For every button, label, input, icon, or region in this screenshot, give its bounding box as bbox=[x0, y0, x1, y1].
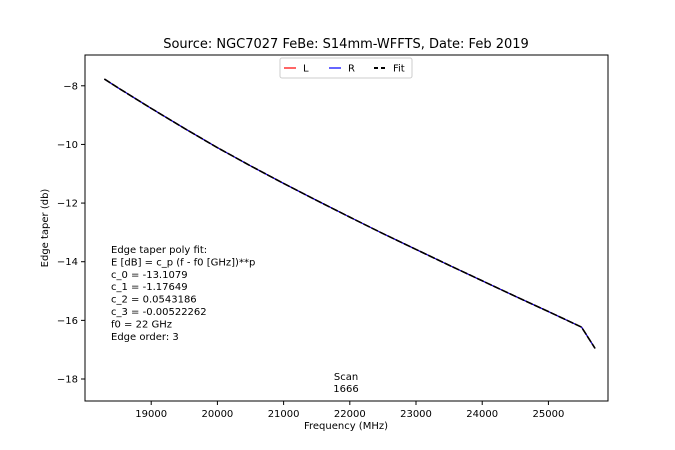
fit-annotation-line: Edge taper poly fit: bbox=[111, 245, 207, 256]
chart-title: Source: NGC7027 FeBe: S14mm-WFFTS, Date:… bbox=[163, 37, 529, 52]
scan-annotation-line: Scan bbox=[334, 372, 358, 383]
x-tick-label: 22000 bbox=[334, 409, 366, 420]
x-tick-label: 21000 bbox=[268, 409, 300, 420]
fit-annotation-line: c_3 = -0.00522262 bbox=[111, 307, 207, 318]
y-tick-label: −14 bbox=[57, 257, 78, 268]
x-tick-label: 24000 bbox=[466, 409, 498, 420]
x-tick-label: 25000 bbox=[533, 409, 565, 420]
y-tick-label: −16 bbox=[57, 316, 78, 327]
fit-annotation-line: c_1 = -1.17649 bbox=[111, 282, 188, 293]
y-tick-label: −8 bbox=[63, 81, 78, 92]
plot-frame bbox=[84, 54, 609, 402]
fit-annotation-line: f0 = 22 GHz bbox=[111, 319, 172, 330]
legend-box bbox=[279, 57, 413, 79]
fit-annotation-line: c_0 = -13.1079 bbox=[111, 270, 188, 281]
fit-annotation: Edge taper poly fit:E [dB] = c_p (f - f0… bbox=[111, 245, 255, 343]
y-axis-ticks: −8 −10 −12 −14 −16 −18 bbox=[57, 81, 85, 386]
fit-annotation-line: Edge order: 3 bbox=[111, 332, 179, 343]
legend-label-r: R bbox=[348, 64, 355, 75]
x-tick-label: 23000 bbox=[400, 409, 432, 420]
series-layer bbox=[104, 78, 596, 349]
legend: L R Fit bbox=[279, 57, 413, 79]
fit-annotation-line: c_2 = 0.0543186 bbox=[111, 295, 197, 306]
legend-label-fit: Fit bbox=[393, 64, 405, 75]
fit-annotation-line: E [dB] = c_p (f - f0 [GHz])**p bbox=[111, 257, 255, 268]
y-tick-label: −10 bbox=[57, 140, 78, 151]
y-tick-label: −12 bbox=[57, 199, 78, 210]
x-tick-label: 19000 bbox=[135, 409, 167, 420]
y-axis-label: Edge taper (db) bbox=[40, 189, 51, 268]
x-tick-label: 20000 bbox=[201, 409, 233, 420]
x-axis-ticks: 19000 20000 21000 22000 23000 24000 25000 bbox=[135, 401, 564, 420]
y-tick-label: −18 bbox=[57, 375, 78, 386]
x-axis-label: Frequency (MHz) bbox=[304, 421, 388, 432]
legend-label-l: L bbox=[303, 64, 309, 75]
scan-annotation-line: 1666 bbox=[333, 384, 358, 395]
series-line-fit bbox=[104, 78, 596, 349]
